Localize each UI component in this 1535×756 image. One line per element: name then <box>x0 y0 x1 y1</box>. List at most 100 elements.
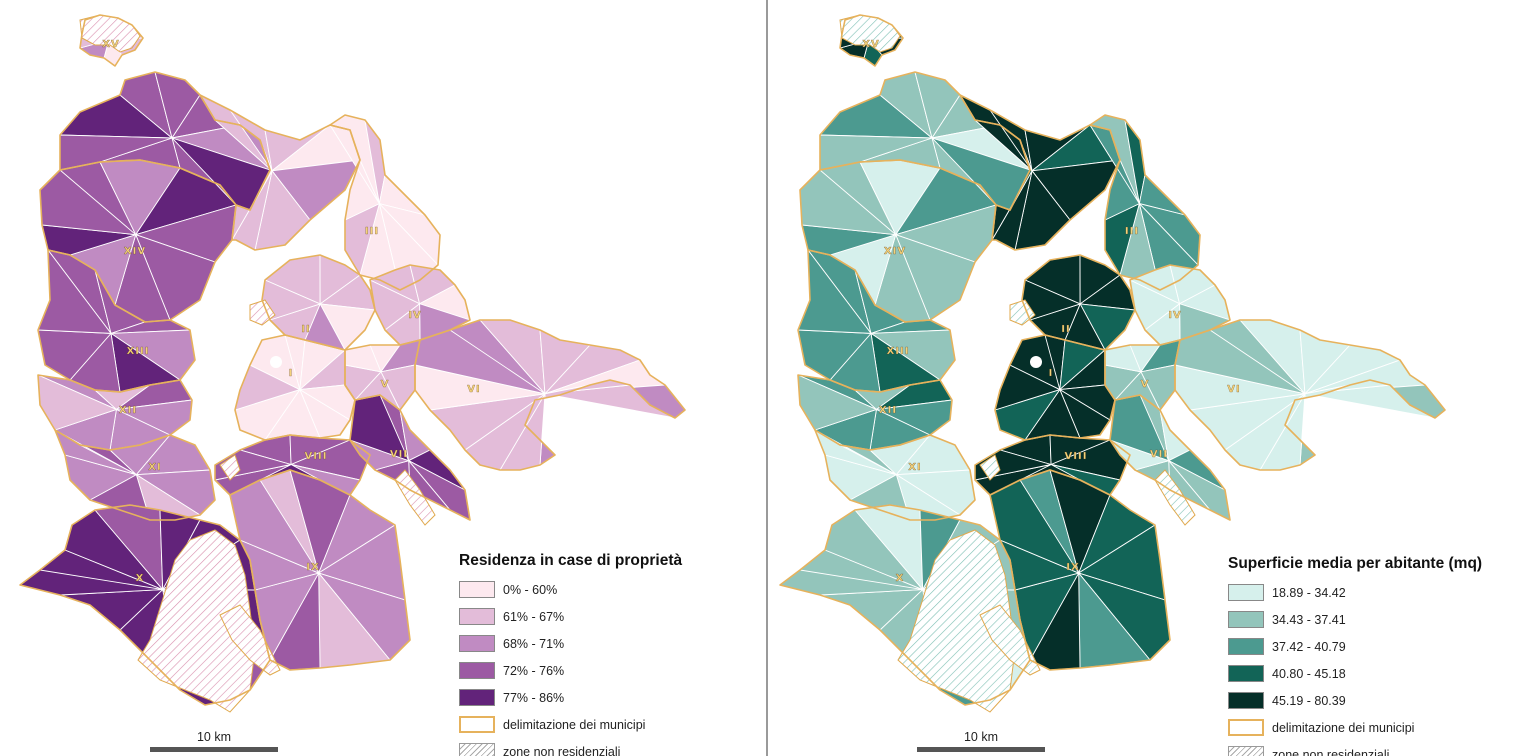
municipio-label-v: V <box>381 379 390 390</box>
legend-swatch-boundary <box>1228 719 1264 736</box>
legend-item-2: 61% - 67% <box>459 603 682 630</box>
municipio-label-x: X <box>896 573 905 584</box>
legend-swatch-nonres <box>1228 746 1264 756</box>
legend-swatch-4 <box>459 662 495 679</box>
legend-label-4: 72% - 76% <box>503 663 565 678</box>
legend-item-boundary: delimitazione dei municipi <box>459 711 682 738</box>
non-residential-zone-5 <box>219 454 241 481</box>
boundary-xv <box>79 14 144 67</box>
non-residential-zone-2 <box>137 529 256 713</box>
non-residential-zone-3 <box>979 604 1041 676</box>
legend-label-3: 37.42 - 40.79 <box>1272 639 1346 654</box>
municipio-label-v: V <box>1141 379 1150 390</box>
legend-swatch-2 <box>459 608 495 625</box>
municipio-label-xiii: XIII <box>127 346 150 357</box>
legend-item-5: 45.19 - 80.39 <box>1228 687 1482 714</box>
legend-item-5: 77% - 86% <box>459 684 682 711</box>
legend-label-1: 18.89 - 34.42 <box>1272 585 1346 600</box>
municipio-label-x: X <box>136 573 145 584</box>
centre-gap <box>270 356 282 368</box>
municipio-label-iii: III <box>1125 226 1139 237</box>
non-residential-zones <box>839 14 1196 713</box>
legend-title: Superficie media per abitante (mq) <box>1228 555 1483 572</box>
panel-divider <box>766 0 768 756</box>
legend-swatch-2 <box>1228 611 1264 628</box>
legend-swatch-3 <box>459 635 495 652</box>
legend-item-3: 68% - 71% <box>459 630 682 657</box>
municipio-label-xiv: XIV <box>124 246 146 257</box>
scale-label: 10 km <box>196 730 232 744</box>
legend-label-2: 34.43 - 37.41 <box>1272 612 1346 627</box>
boundary-vii <box>349 394 471 521</box>
municipio-label-viii: VIII <box>1065 451 1088 462</box>
legend-swatch-5 <box>459 689 495 706</box>
municipio-label-xv: XV <box>862 39 879 50</box>
non-residential-zone-2 <box>897 529 1016 713</box>
legend-item-4: 72% - 76% <box>459 657 682 684</box>
legend-label-2: 61% - 67% <box>503 609 565 624</box>
legend-swatch-1 <box>1228 584 1264 601</box>
municipio-label-xi: XI <box>148 462 161 473</box>
legend-label-4: 40.80 - 45.18 <box>1272 666 1346 681</box>
municipio-label-ii: II <box>301 324 310 335</box>
boundary-iii <box>329 114 441 291</box>
legend-superficie: Superficie media per abitante (mq) 18.89… <box>1228 555 1482 756</box>
boundary-i <box>234 334 356 441</box>
legend-item-1: 0% - 60% <box>459 576 682 603</box>
scale-line <box>150 747 278 752</box>
legend-swatch-boundary <box>459 716 495 733</box>
legend-item-nonres: zone non residenziali <box>459 738 682 756</box>
legend-swatch-nonres <box>459 743 495 756</box>
legend-label-boundary: delimitazione dei municipi <box>503 717 646 732</box>
scale-bar: 10 km <box>150 730 278 752</box>
boundary-xv2 <box>199 94 361 251</box>
municipio-label-xiii: XIII <box>887 346 910 357</box>
legend-swatch-4 <box>1228 665 1264 682</box>
legend-title: Residenza in case di proprietà <box>459 552 683 569</box>
legend-label-3: 68% - 71% <box>503 636 565 651</box>
legend-label-nonres: zone non residenziali <box>503 744 621 756</box>
boundary-xi <box>814 429 976 521</box>
municipio-label-viii: VIII <box>305 451 328 462</box>
boundary-xv2 <box>959 94 1121 251</box>
municipio-label-xi: XI <box>908 462 921 473</box>
municipio-label-ix: IX <box>1066 562 1079 573</box>
municipio-label-vi: VI <box>1227 384 1240 395</box>
legend-item-3: 37.42 - 40.79 <box>1228 633 1482 660</box>
municipio-label-vii: VII <box>1150 449 1168 460</box>
municipio-label-xii: XII <box>119 405 137 416</box>
municipio-label-xii: XII <box>879 405 897 416</box>
legend-label-1: 0% - 60% <box>503 582 558 597</box>
municipio-label-xv: XV <box>102 39 119 50</box>
scale-bar: 10 km <box>917 730 1045 752</box>
boundary-i <box>994 334 1116 441</box>
centre-gap <box>1030 356 1042 368</box>
municipio-label-ii: II <box>1061 324 1070 335</box>
boundary-vi <box>1174 319 1446 471</box>
legend-label-nonres: zone non residenziali <box>1272 747 1390 756</box>
legend-label-boundary: delimitazione dei municipi <box>1272 720 1415 735</box>
boundary-xi <box>54 429 216 521</box>
boundary-iii <box>1089 114 1201 291</box>
boundary-iv <box>369 264 471 346</box>
legend-residenza: Residenza in case di proprietà 0% - 60% … <box>459 552 682 756</box>
legend-item-1: 18.89 - 34.42 <box>1228 579 1482 606</box>
boundary-ii <box>1021 254 1136 351</box>
non-residential-zone-5 <box>979 454 1001 481</box>
legend-item-boundary: delimitazione dei municipi <box>1228 714 1482 741</box>
municipi-boundaries <box>19 14 686 706</box>
scale-line <box>917 747 1045 752</box>
boundary-ii <box>261 254 376 351</box>
legend-item-2: 34.43 - 37.41 <box>1228 606 1482 633</box>
municipio-label-iii: III <box>365 226 379 237</box>
municipio-label-i: I <box>1049 368 1054 379</box>
map-panel-residenza: I II III IV V VI VII VIII IX X XI XII XIII XIV XV Resi… <box>0 0 766 756</box>
municipio-label-vi: VI <box>467 384 480 395</box>
municipio-label-ix: IX <box>306 562 319 573</box>
legend-item-nonres: zone non residenziali <box>1228 741 1482 756</box>
boundary-iv <box>1129 264 1231 346</box>
